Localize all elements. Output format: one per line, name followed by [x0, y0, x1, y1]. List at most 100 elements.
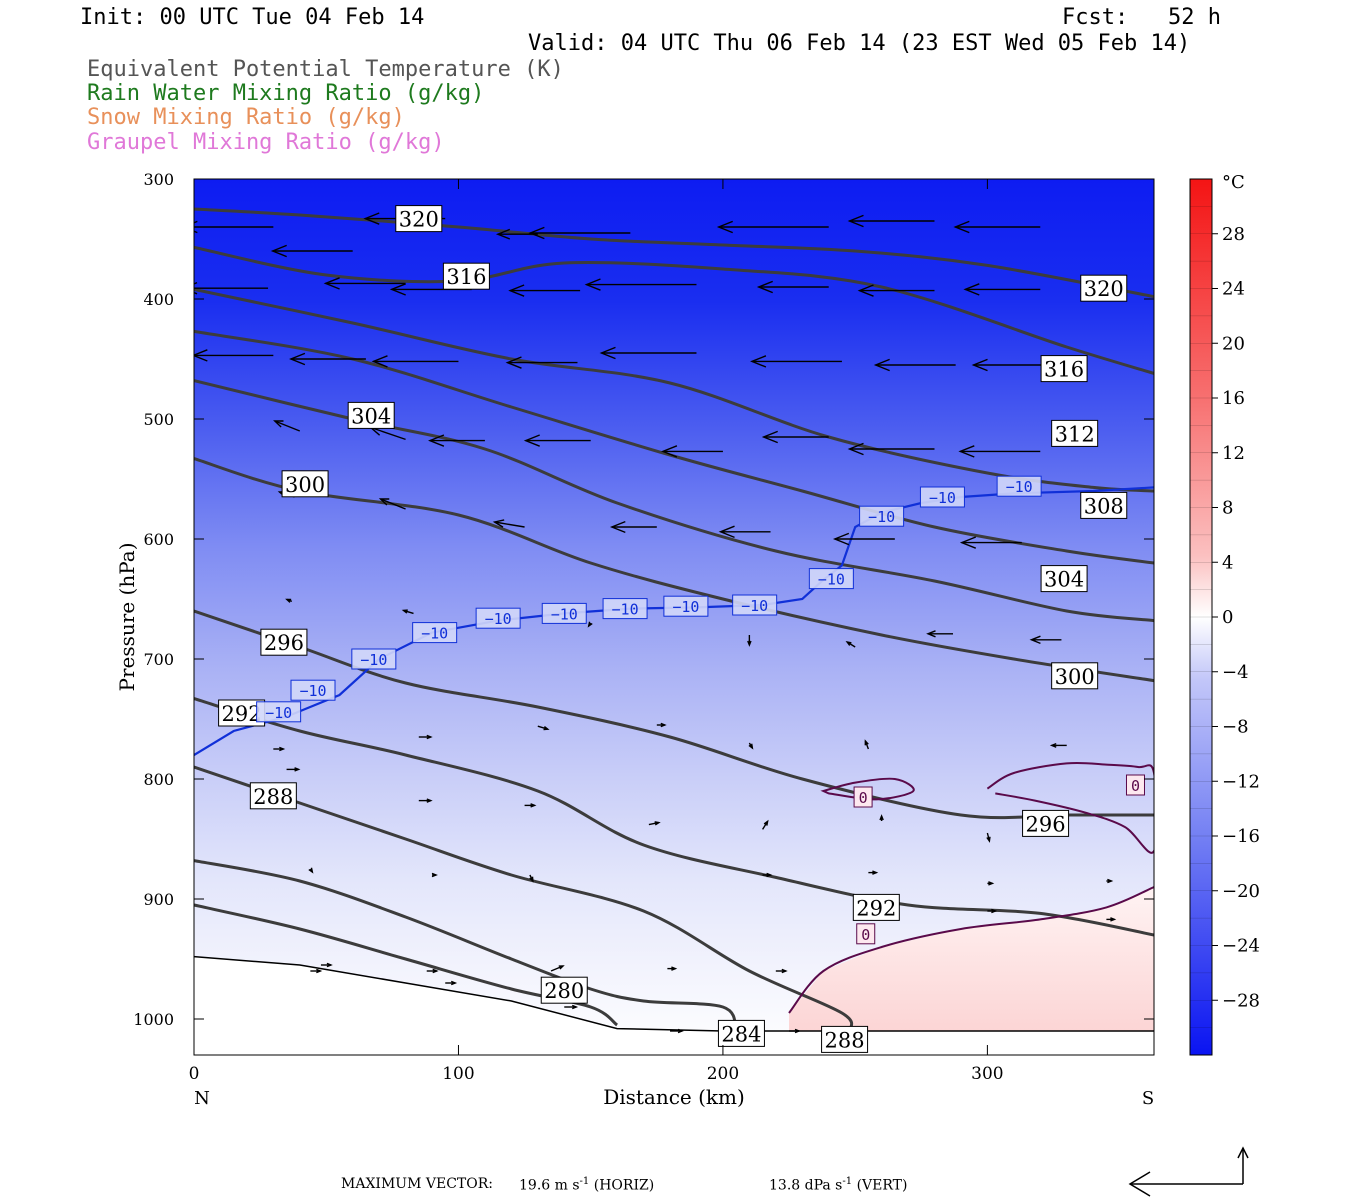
zero-label-2: 0 — [856, 923, 876, 945]
wind-vector-18 — [371, 355, 459, 368]
wind-vector-65 — [775, 968, 788, 974]
field-label-rain: Rain Water Mixing Ratio (g/kg) — [87, 81, 485, 106]
theta-e-label-3: 300 — [281, 470, 329, 498]
wind-vector-8 — [323, 277, 406, 290]
max-vector-vert-exp: -1 — [842, 1176, 853, 1187]
max-vector-vert-tag: (VERT) — [856, 1177, 908, 1194]
y-tick-label-600: 600 — [143, 530, 174, 549]
x-tick-label-200: 200 — [707, 1064, 739, 1084]
minus-ten-label-3: −10 — [412, 622, 458, 644]
svg-text:304: 304 — [1044, 568, 1084, 592]
wind-vector-71 — [529, 874, 534, 883]
wind-vector-49 — [656, 722, 667, 728]
wind-vector-62 — [426, 968, 439, 974]
svg-text:280: 280 — [544, 979, 584, 1003]
wind-vector-38 — [959, 536, 1022, 549]
zero-label-1: 0 — [1125, 774, 1145, 796]
x-tick-label-100: 100 — [442, 1064, 474, 1084]
y-tick-label-300: 300 — [143, 170, 174, 189]
x-axis-right-end-label: S — [1142, 1088, 1154, 1109]
wind-vector-35 — [609, 520, 657, 534]
minus-ten-label-1: −10 — [290, 679, 336, 701]
colorbar-label-4: 4 — [1222, 552, 1233, 573]
theta-e-label-9: 288 — [821, 1025, 869, 1053]
wind-vector-30 — [847, 442, 935, 456]
theta-e-label-12: 300 — [1051, 662, 1099, 690]
plot-frame — [193, 178, 1155, 1056]
svg-text:−10: −10 — [868, 508, 895, 526]
wind-vector-42 — [747, 635, 752, 647]
wind-vector-17 — [289, 352, 366, 366]
wind-vector-4 — [847, 214, 935, 228]
wind-vector-54 — [418, 798, 433, 803]
theta-e-label-13: 304 — [1040, 565, 1088, 593]
theta-e-contour-288 — [194, 765, 854, 1032]
field-label-theta-e: Equivalent Potential Temperature (K) — [87, 57, 564, 82]
wind-vector-55 — [524, 803, 537, 808]
theta-e-contour-292 — [194, 697, 1154, 937]
wind-vector-22 — [873, 358, 956, 372]
y-tick-label-500: 500 — [143, 410, 174, 429]
theta-e-label-8: 284 — [717, 1019, 765, 1047]
max-vector-vert-unit: dPa s — [804, 1177, 843, 1194]
svg-text:316: 316 — [1044, 358, 1084, 382]
svg-text:−10: −10 — [421, 625, 448, 643]
x-axis-left-end-label: N — [194, 1088, 210, 1109]
wind-vector-20 — [599, 346, 697, 360]
wind-vector-41 — [587, 621, 593, 628]
y-tick-label-900: 900 — [143, 890, 174, 909]
theta-e-label-16: 316 — [1040, 355, 1088, 383]
theta-e-label-17: 320 — [1080, 274, 1128, 302]
svg-text:0: 0 — [859, 789, 868, 807]
minus-ten-label-7: −10 — [663, 595, 709, 617]
max-vector-horiz-tag: (HORIZ) — [593, 1177, 655, 1194]
wind-vector-52 — [1049, 742, 1067, 748]
x-tick-label-0: 0 — [189, 1064, 200, 1084]
wind-vector-12 — [756, 280, 829, 294]
svg-text:316: 316 — [446, 265, 486, 289]
wind-vector-79 — [564, 1004, 579, 1010]
svg-text:296: 296 — [264, 631, 304, 655]
colorbar-label-28: 28 — [1222, 224, 1245, 245]
theta-e-label-15: 312 — [1051, 419, 1099, 447]
max-vector-horiz-unit: m s — [554, 1177, 580, 1194]
theta-e-label-10: 292 — [852, 893, 900, 921]
wind-vector-34 — [492, 519, 525, 528]
minus-ten-label-10: −10 — [859, 505, 905, 527]
colorbar-ticks: 28 24 20 16 12 8 4 0 −4 −8 −12 −16 −20 −24 −28 — [1190, 206, 1260, 1028]
wind-vector-2 — [528, 226, 631, 240]
y-tick-label-800: 800 — [143, 770, 174, 789]
minus-ten-label-4: −10 — [475, 607, 521, 629]
svg-text:−10: −10 — [818, 571, 845, 589]
wind-vector-28 — [661, 445, 723, 458]
wind-vector-39 — [285, 598, 293, 603]
wind-vector-11 — [584, 278, 697, 291]
minus-ten-label-0: −10 — [256, 701, 302, 723]
field-label-graupel: Graupel Mixing Ratio (g/kg) — [87, 130, 445, 155]
y-axis: 300 400 500 600 700 800 900 1000 — [133, 170, 1154, 1029]
svg-text:−10: −10 — [360, 651, 387, 669]
theta-e-contour-316 — [194, 245, 1154, 375]
wind-vector-78 — [445, 980, 458, 986]
max-vector-label: MAXIMUM VECTOR: — [341, 1176, 493, 1192]
wind-vector-77 — [320, 962, 333, 968]
wind-vector-53 — [286, 767, 301, 772]
minus-ten-label-6: −10 — [602, 598, 648, 620]
theta-e-label-6: 288 — [249, 782, 297, 810]
svg-text:308: 308 — [1084, 494, 1124, 518]
y-tick-label-700: 700 — [143, 650, 174, 669]
wind-vector-46 — [273, 746, 286, 752]
wind-vector-16 — [194, 349, 274, 362]
wind-vector-76 — [1106, 878, 1114, 884]
svg-text:288: 288 — [825, 1028, 865, 1052]
wind-vector-36 — [718, 525, 771, 539]
wind-vector-67 — [987, 908, 998, 914]
wind-vector-45 — [1029, 635, 1062, 645]
wind-vector-10 — [508, 284, 581, 297]
zero-isotherm-lower — [788, 886, 1154, 1014]
wind-vector-24 — [273, 420, 301, 432]
colorbar-label-12: 12 — [1222, 443, 1245, 464]
theta-e-contour-284 — [194, 859, 738, 1032]
wind-vector-5 — [953, 220, 1041, 234]
field-label-snow: Snow Mixing Ratio (g/kg) — [87, 105, 405, 130]
